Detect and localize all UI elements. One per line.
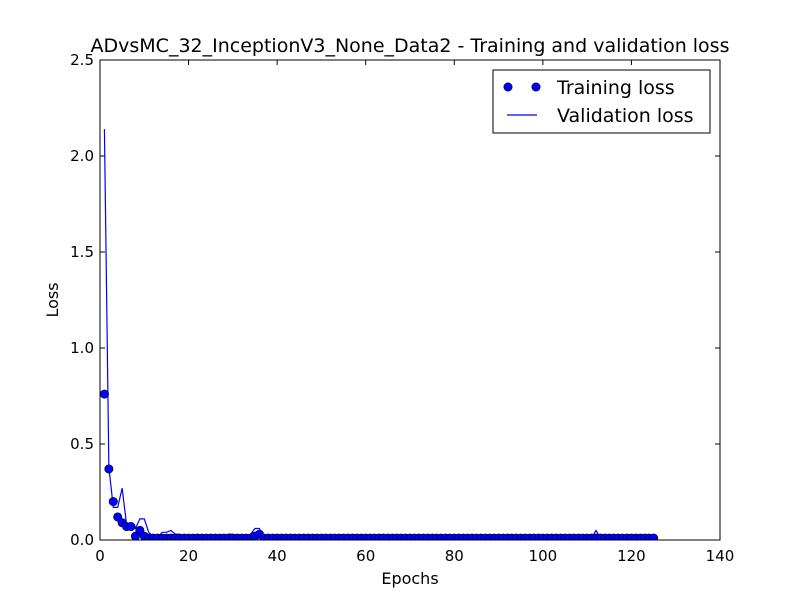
x-tick-label: 20 [179,547,198,565]
y-axis-ticks: 0.0 0.5 1.0 1.5 2.0 2.5 [70,51,720,549]
y-tick-label: 0.0 [70,531,94,549]
legend: Training loss Validation loss [492,69,711,134]
x-tick-label: 0 [95,547,105,565]
plot-frame [99,59,721,541]
x-axis-label: Epochs [381,569,438,588]
x-tick-label: 140 [706,547,735,565]
y-axis-label: Loss [43,282,62,317]
x-tick-label: 60 [356,547,375,565]
x-tick-label: 40 [268,547,287,565]
x-tick-label: 100 [529,547,558,565]
chart-title: ADvsMC_32_InceptionV3_None_Data2 - Train… [91,35,730,57]
y-tick-label: 1.0 [70,339,94,357]
data-series-group [100,129,659,540]
training-loss-point [100,389,109,399]
legend-box [492,69,711,134]
training-loss-point [126,522,136,532]
training-loss-point [649,533,659,540]
legend-label: Training loss [556,77,675,99]
y-tick-label: 0.5 [70,435,94,453]
y-tick-label: 2.5 [70,51,94,69]
training-loss-point [104,464,114,474]
legend-label: Validation loss [557,105,694,127]
y-tick-label: 1.5 [70,243,94,261]
legend-marker-training [531,82,541,92]
x-axis-ticks: 0 20 40 60 80 100 120 140 [95,60,734,565]
plot-area [99,59,721,541]
legend-marker-training [503,82,513,92]
training-loss-point [108,497,118,507]
x-tick-label: 80 [445,547,464,565]
x-tick-label: 120 [617,547,646,565]
y-tick-label: 2.0 [70,147,94,165]
